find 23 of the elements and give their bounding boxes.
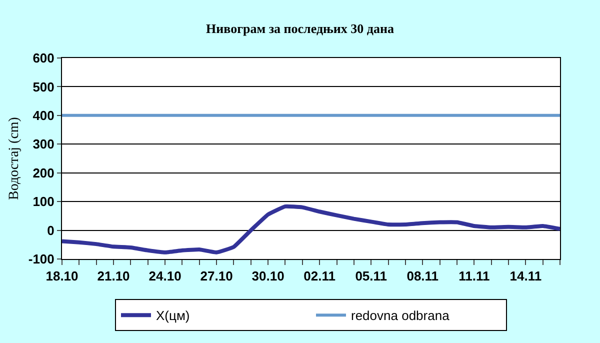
- x-tick-label: 14.11: [510, 268, 542, 284]
- x-tick-label: 27.10: [200, 268, 233, 284]
- x-tick-label: 30.10: [252, 268, 284, 284]
- legend-label: redovna odbrana: [351, 308, 450, 324]
- y-tick-label: 400: [32, 108, 54, 123]
- chart-title: Нивограм за последњих 30 дана: [206, 21, 394, 36]
- x-tick-label: 11.11: [458, 268, 490, 284]
- y-tick-label: 500: [32, 79, 54, 94]
- x-tick-label: 18.10: [46, 268, 78, 284]
- y-tick-label: 600: [32, 50, 54, 66]
- x-tick-label: 02.11: [304, 268, 336, 284]
- x-tick-label: 24.10: [148, 268, 182, 284]
- y-tick-label: 200: [32, 165, 54, 180]
- y-tick-label: 100: [32, 194, 54, 210]
- y-axis-title: Водостај (cm): [6, 116, 22, 200]
- x-tick-label: 21.10: [97, 268, 130, 284]
- y-tick-label: 0: [47, 222, 54, 238]
- x-tick-label: 05.11: [355, 268, 388, 284]
- legend-label: X(цм): [156, 308, 190, 324]
- y-tick-label: 300: [32, 136, 54, 152]
- y-tick-label: -100: [28, 252, 54, 267]
- x-tick-label: 08.11: [406, 268, 439, 284]
- line-series: [62, 204, 560, 254]
